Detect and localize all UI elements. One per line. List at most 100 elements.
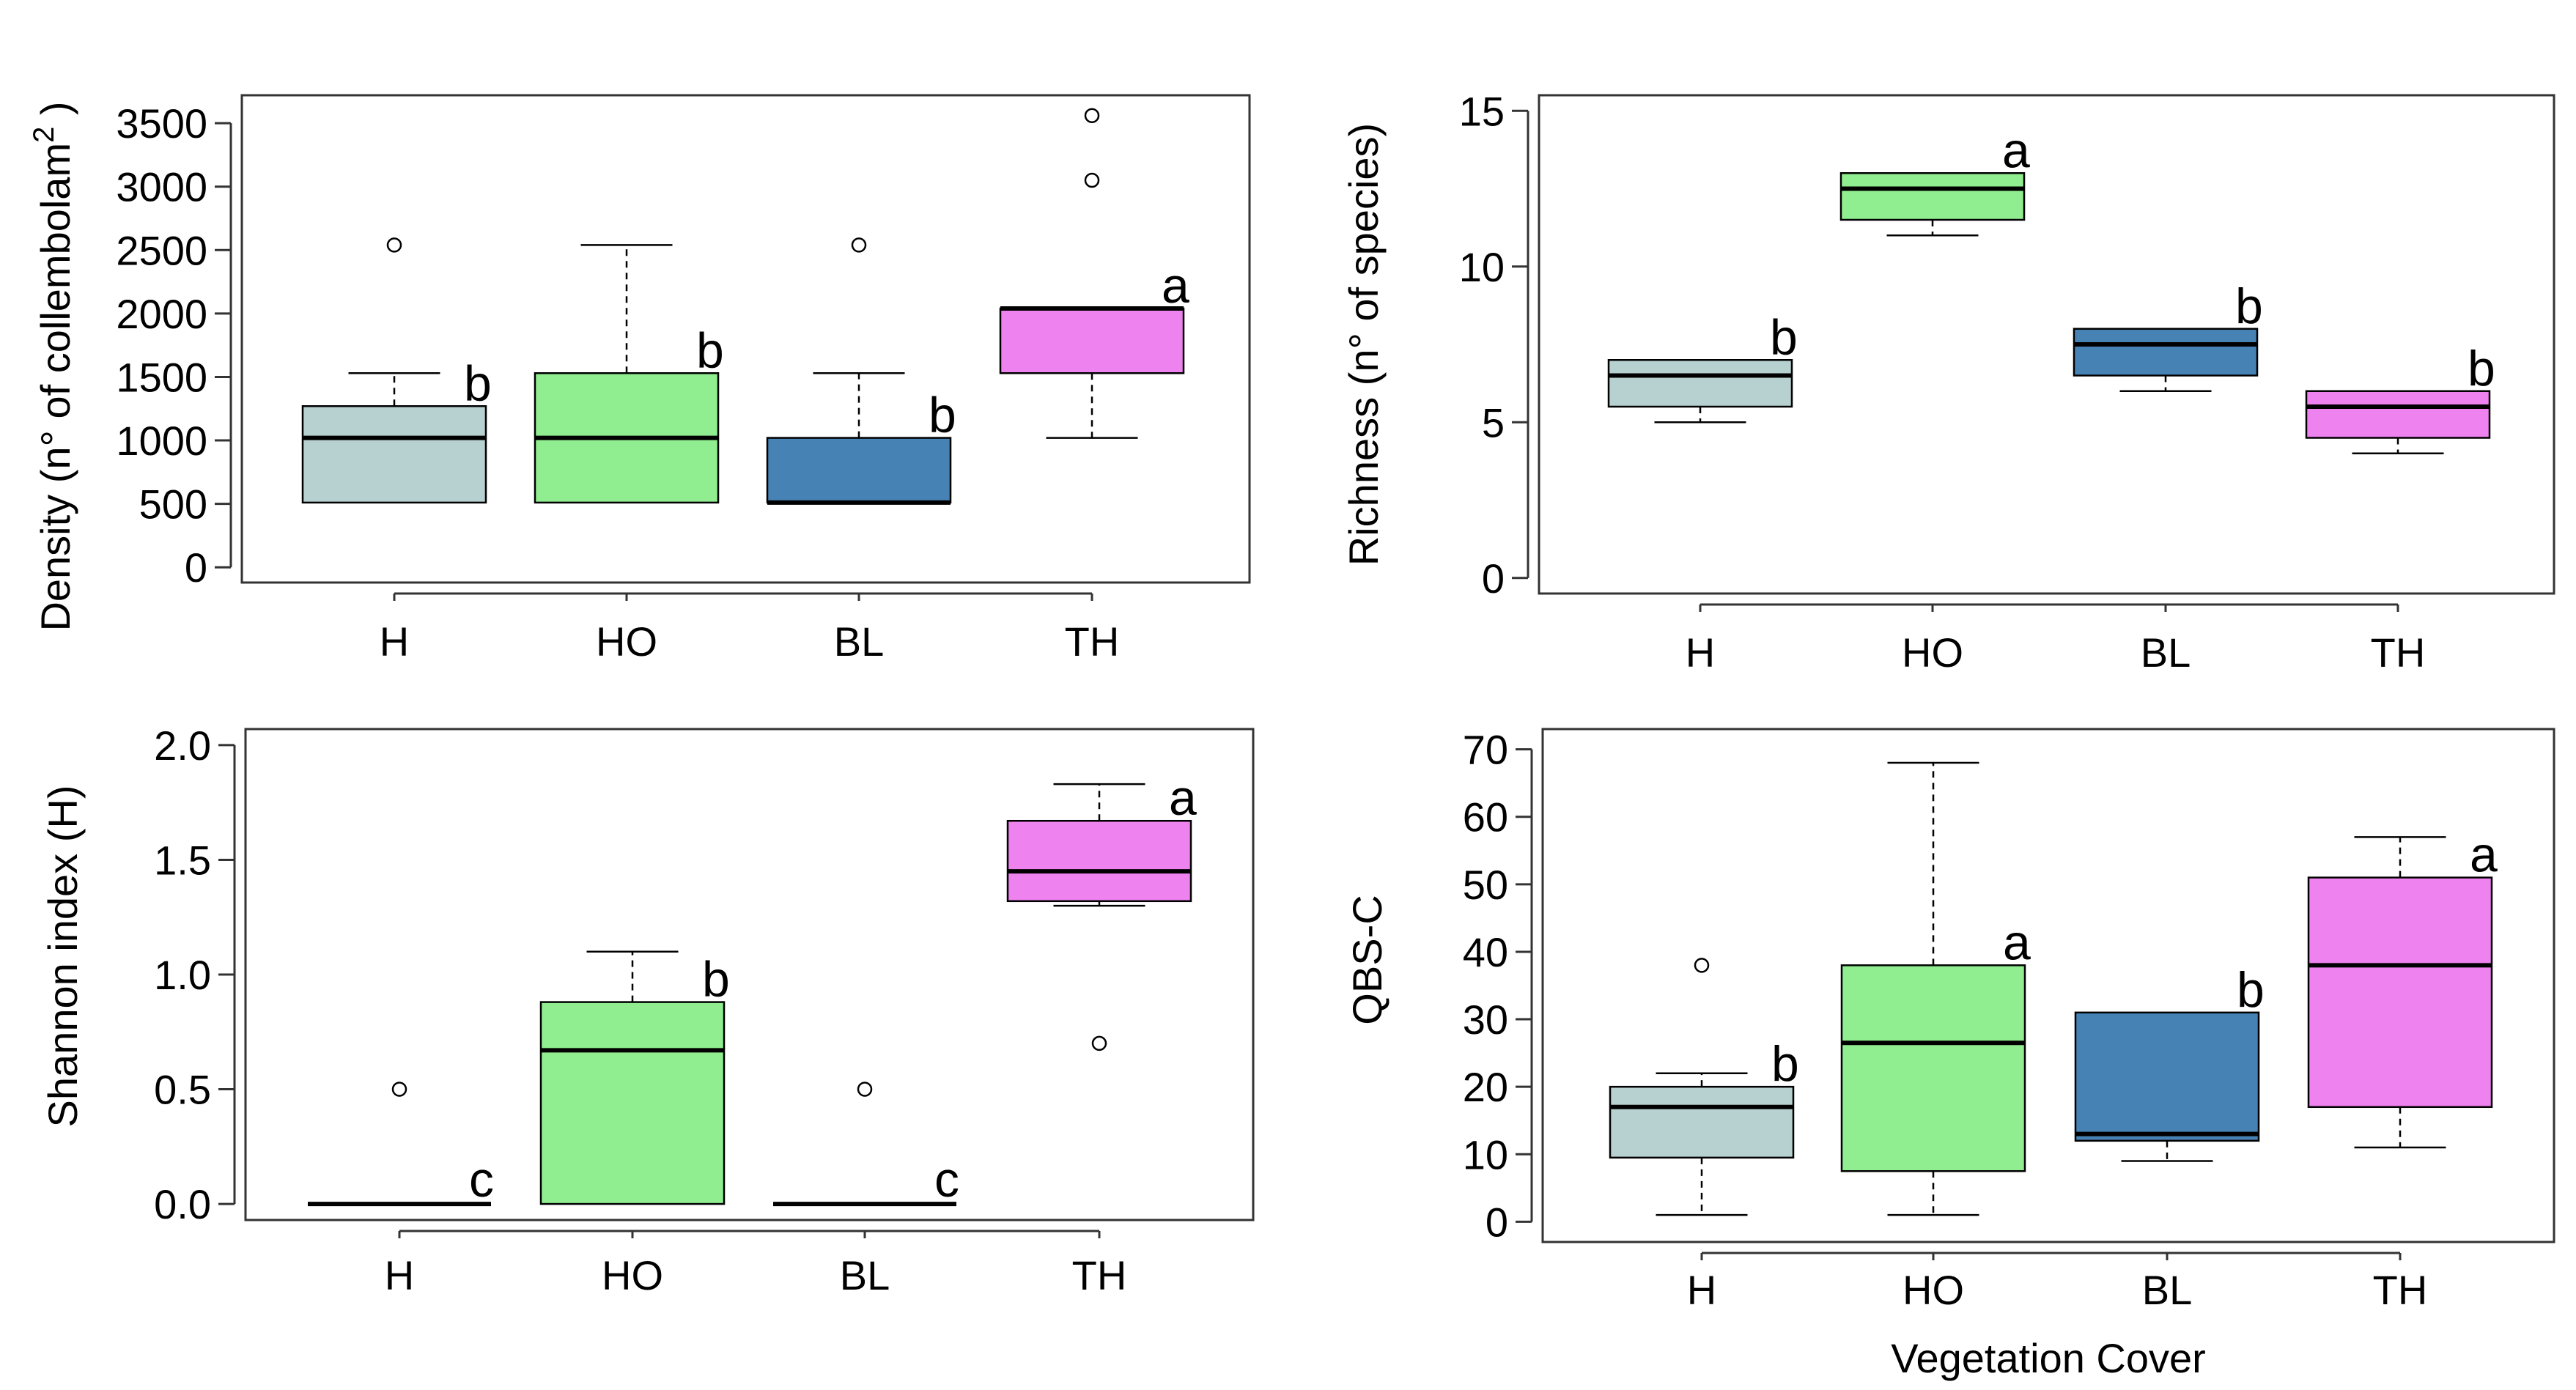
box-BL: b — [2074, 962, 2265, 1162]
x-tick-label: HO — [596, 618, 657, 665]
box-H: b — [301, 237, 492, 504]
box-body — [766, 437, 952, 504]
outlier-point — [1694, 958, 1710, 973]
x-tick-label: TH — [1065, 618, 1120, 665]
outlier-point — [391, 1082, 407, 1097]
significance-letter: b — [2235, 278, 2263, 334]
box-body — [2305, 390, 2491, 439]
significance-letter: b — [2468, 341, 2495, 396]
box-HO: b — [534, 244, 724, 504]
y-tick-label: 60 — [1463, 794, 1508, 840]
y-tick-label: 2.0 — [154, 722, 211, 769]
y-axis-title-close: ) — [32, 101, 78, 126]
box-H: c — [308, 1082, 494, 1208]
y-axis-title-text: Shannon index (H) — [40, 785, 86, 1128]
y-tick-label: 10 — [1459, 244, 1505, 290]
y-tick-label: 15 — [1459, 88, 1505, 134]
y-tick-label: 3500 — [116, 100, 207, 147]
box-body — [1839, 172, 2026, 221]
y-tick-label: 20 — [1463, 1064, 1508, 1110]
x-tick-label: BL — [2141, 629, 2191, 676]
x-axis-title: Vegetation Cover — [1891, 1335, 2206, 1381]
y-tick-label: 2500 — [116, 227, 207, 273]
box-TH: a — [2307, 827, 2498, 1149]
y-tick-label: 40 — [1463, 929, 1508, 975]
x-tick-label: TH — [1072, 1252, 1127, 1298]
y-tick-label: 2000 — [116, 291, 207, 337]
x-tick-label: BL — [840, 1252, 890, 1298]
significance-letter: b — [1771, 1036, 1799, 1092]
significance-letter: b — [929, 388, 956, 443]
significance-letter: b — [2237, 962, 2265, 1018]
panel-top-right: 0 5 10 15 H HO BL TH Richness (n° of species) b a b… — [1340, 88, 2555, 676]
y-tick-label: 10 — [1463, 1131, 1508, 1178]
panel-bottom-left: 0.0 0.5 1.0 1.5 2.0 H HO BL TH Shannon index (H) c… — [40, 722, 1255, 1298]
y-axis-title: Shannon index (H) — [40, 785, 86, 1128]
box-TH: a — [1006, 770, 1197, 1051]
box-body — [2073, 328, 2259, 377]
significance-letter: b — [1770, 309, 1798, 365]
outlier-point — [857, 1082, 873, 1097]
y-tick-label: 30 — [1463, 997, 1508, 1043]
box-TH: a — [999, 108, 1189, 439]
y-axis-title: Density (n° of collembolam2 ) — [28, 101, 78, 631]
y-tick-label: 50 — [1463, 862, 1508, 908]
plot-frame — [244, 728, 1255, 1221]
outlier-point — [1084, 172, 1100, 188]
significance-letter: a — [2002, 122, 2030, 178]
x-tick-label: H — [385, 1252, 414, 1298]
significance-letter: b — [702, 952, 730, 1008]
y-axis-title-text: Density (n° of collembolam — [32, 143, 78, 632]
y-tick-label: 0.5 — [154, 1067, 211, 1113]
y-tick-label: 0 — [1482, 555, 1505, 602]
outlier-point — [1091, 1035, 1107, 1051]
y-axis-title: Richness (n° of species) — [1340, 123, 1387, 566]
y-tick-label: 0.0 — [154, 1181, 211, 1227]
y-tick-label: 0 — [185, 544, 207, 591]
outlier-point — [386, 237, 402, 253]
box-body — [1006, 819, 1192, 903]
y-tick-label: 500 — [139, 481, 207, 528]
significance-letter: a — [1162, 258, 1189, 314]
box-body — [301, 405, 487, 504]
x-tick-label: H — [1687, 1267, 1716, 1313]
box-body — [2307, 876, 2493, 1109]
y-tick-label: 1.0 — [154, 952, 211, 998]
box-H: b — [1609, 958, 1799, 1216]
y-tick-label: 1500 — [116, 354, 207, 400]
box-HO: b — [539, 950, 730, 1205]
plot-frame — [1541, 728, 2555, 1243]
y-axis-title-text: QBS-C — [1344, 895, 1390, 1024]
significance-letter: a — [1169, 770, 1197, 826]
y-tick-label: 1.5 — [154, 837, 211, 883]
x-tick-label: TH — [2373, 1267, 2428, 1313]
y-axis-title: QBS-C — [1344, 895, 1390, 1024]
significance-letter: b — [464, 355, 492, 411]
y-tick-label: 3000 — [116, 164, 207, 210]
x-tick-label: H — [380, 618, 409, 665]
significance-letter: c — [469, 1152, 494, 1208]
panel-top-left: 0 500 1000 1500 2000 2500 3000 3500 H HO BL TH Densi… — [28, 94, 1251, 665]
box-body — [1840, 964, 2026, 1172]
box-body — [539, 1001, 726, 1205]
plot-frame — [240, 94, 1251, 584]
significance-letter: b — [696, 322, 724, 378]
panel-bottom-right: 0 10 20 30 40 50 60 70 H HO BL TH QBS-C Vegetation Co… — [1344, 727, 2555, 1381]
box-TH: b — [2305, 341, 2495, 454]
box-BL: b — [766, 237, 956, 505]
x-tick-label: H — [1686, 629, 1715, 676]
y-tick-label: 1000 — [116, 418, 207, 464]
x-tick-label: BL — [834, 618, 885, 665]
significance-letter: a — [2003, 914, 2031, 970]
outlier-point — [851, 237, 867, 253]
box-body — [1609, 1085, 1795, 1159]
x-tick-label: TH — [2371, 629, 2426, 676]
box-HO: a — [1840, 761, 2031, 1216]
y-tick-label: 5 — [1482, 399, 1505, 446]
box-BL: c — [773, 1082, 959, 1208]
x-tick-label: BL — [2142, 1267, 2193, 1313]
outlier-point — [1084, 108, 1100, 123]
box-body — [2074, 1011, 2260, 1142]
x-tick-label: HO — [602, 1252, 663, 1298]
